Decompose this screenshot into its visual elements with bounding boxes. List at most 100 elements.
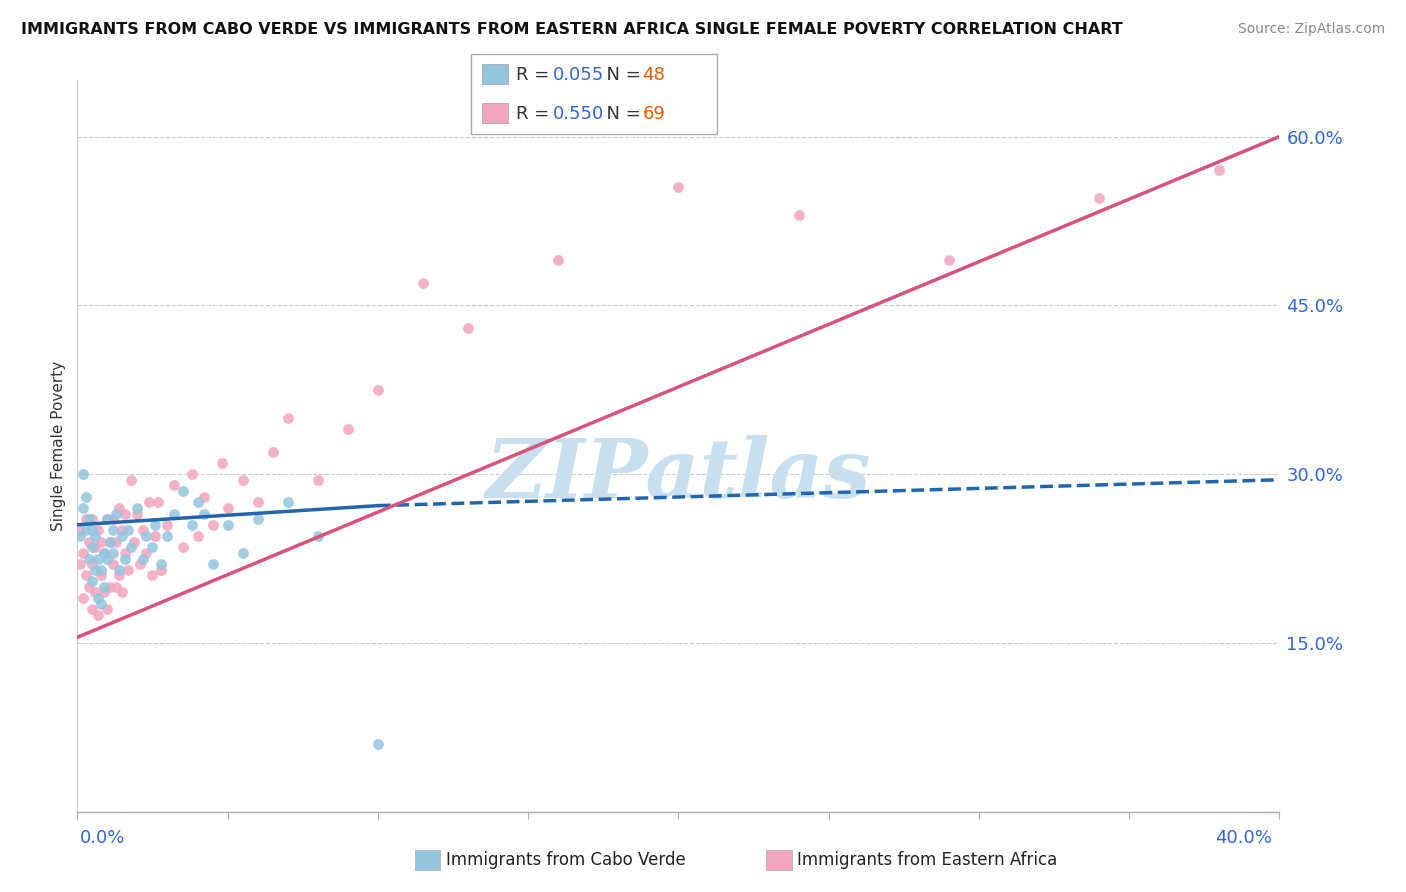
- Point: [201, 557, 224, 571]
- Point: [186, 495, 209, 509]
- Text: 48: 48: [643, 66, 665, 84]
- Point: [84, 529, 107, 543]
- Point: [668, 180, 690, 194]
- Point: [114, 507, 136, 521]
- Point: [217, 500, 239, 515]
- Point: [96, 602, 118, 616]
- Point: [232, 473, 254, 487]
- Point: [82, 557, 104, 571]
- Point: [111, 524, 134, 538]
- Point: [336, 422, 359, 436]
- Text: ZIPatlas: ZIPatlas: [485, 435, 872, 516]
- Point: [75, 512, 97, 526]
- Point: [114, 551, 136, 566]
- Point: [117, 524, 139, 538]
- Point: [72, 467, 94, 482]
- Point: [193, 490, 215, 504]
- Point: [69, 529, 91, 543]
- Point: [79, 534, 101, 549]
- Point: [93, 546, 115, 560]
- Point: [105, 534, 128, 549]
- Point: [124, 534, 146, 549]
- Point: [120, 541, 142, 555]
- Point: [103, 524, 125, 538]
- Point: [201, 517, 224, 532]
- Text: N =: N =: [595, 66, 647, 84]
- Point: [79, 551, 101, 566]
- Point: [193, 507, 215, 521]
- Point: [186, 529, 209, 543]
- Point: [111, 585, 134, 599]
- Point: [132, 524, 155, 538]
- Point: [148, 495, 170, 509]
- Point: [100, 580, 122, 594]
- Point: [277, 410, 299, 425]
- Point: [82, 574, 104, 588]
- Point: [246, 512, 269, 526]
- Point: [82, 512, 104, 526]
- Point: [217, 517, 239, 532]
- Point: [108, 500, 131, 515]
- Point: [93, 585, 115, 599]
- Point: [87, 591, 110, 605]
- Point: [232, 546, 254, 560]
- Point: [72, 546, 94, 560]
- Point: [72, 591, 94, 605]
- Y-axis label: Single Female Poverty: Single Female Poverty: [51, 361, 66, 531]
- Point: [82, 524, 104, 538]
- Text: Source: ZipAtlas.com: Source: ZipAtlas.com: [1237, 22, 1385, 37]
- Point: [103, 512, 125, 526]
- Text: Immigrants from Eastern Africa: Immigrants from Eastern Africa: [797, 851, 1057, 869]
- Point: [90, 597, 112, 611]
- Text: 0.550: 0.550: [553, 105, 603, 123]
- Point: [72, 500, 94, 515]
- Point: [938, 253, 960, 268]
- Point: [150, 563, 173, 577]
- Point: [93, 546, 115, 560]
- Point: [84, 541, 107, 555]
- Text: 69: 69: [643, 105, 665, 123]
- Point: [367, 737, 389, 751]
- Point: [262, 444, 284, 458]
- Point: [162, 507, 184, 521]
- Point: [75, 524, 97, 538]
- Point: [1208, 163, 1230, 178]
- Point: [87, 524, 110, 538]
- Point: [547, 253, 569, 268]
- Point: [105, 580, 128, 594]
- Point: [100, 534, 122, 549]
- Point: [127, 507, 149, 521]
- Point: [96, 512, 118, 526]
- Text: R =: R =: [516, 66, 555, 84]
- Point: [103, 546, 125, 560]
- Text: 40.0%: 40.0%: [1216, 829, 1272, 847]
- Point: [69, 524, 91, 538]
- Text: R =: R =: [516, 105, 555, 123]
- Point: [150, 557, 173, 571]
- Point: [787, 208, 810, 222]
- Point: [120, 473, 142, 487]
- Point: [103, 557, 125, 571]
- Point: [117, 563, 139, 577]
- Point: [1088, 191, 1111, 205]
- Point: [84, 563, 107, 577]
- Point: [135, 546, 157, 560]
- Point: [82, 602, 104, 616]
- Point: [141, 568, 163, 582]
- Point: [138, 495, 160, 509]
- Point: [90, 534, 112, 549]
- Point: [135, 529, 157, 543]
- Point: [79, 580, 101, 594]
- Point: [307, 529, 329, 543]
- Point: [114, 546, 136, 560]
- Point: [172, 483, 194, 498]
- Point: [145, 529, 167, 543]
- Point: [132, 551, 155, 566]
- Point: [90, 563, 112, 577]
- Point: [172, 541, 194, 555]
- Point: [145, 517, 167, 532]
- Point: [75, 490, 97, 504]
- Text: IMMIGRANTS FROM CABO VERDE VS IMMIGRANTS FROM EASTERN AFRICA SINGLE FEMALE POVER: IMMIGRANTS FROM CABO VERDE VS IMMIGRANTS…: [21, 22, 1123, 37]
- Point: [96, 551, 118, 566]
- Point: [84, 585, 107, 599]
